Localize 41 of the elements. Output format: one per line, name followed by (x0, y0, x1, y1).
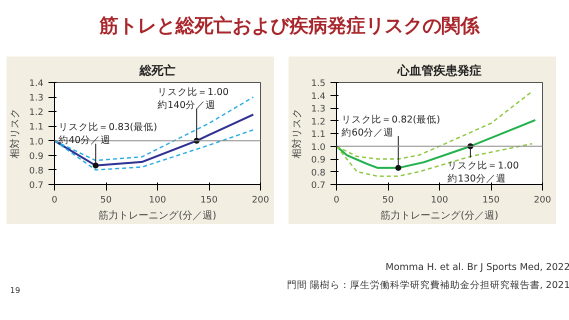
y-tick-label: 0.7 (29, 181, 44, 191)
y-axis-title: 相対リスク (291, 108, 304, 158)
x-tick-label: 200 (534, 196, 552, 206)
y-tick-label: 1.2 (29, 108, 44, 118)
x-tick-label: 200 (252, 196, 270, 206)
x-axis-title: 筋力トレーニング(分／週) (98, 210, 216, 222)
y-tick-label: 1.0 (311, 142, 326, 153)
y-tick-label: 1.1 (311, 130, 326, 140)
y-axis-title: 相対リスク (9, 108, 22, 158)
y-tick-label: 0.9 (311, 156, 326, 166)
x-tick-label: 150 (482, 196, 500, 206)
y-tick-label: 0.8 (311, 168, 326, 178)
annotation: リスク比＝1.00 約140分／週 (158, 86, 229, 112)
x-tick-label: 100 (430, 196, 448, 206)
annotation: リスク比＝0.82(最低) 約60分／週 (342, 113, 440, 139)
x-tick-label: 150 (200, 196, 218, 206)
y-tick-label: 0.8 (29, 166, 44, 176)
y-tick-label: 1.4 (311, 92, 326, 102)
x-tick-label: 50 (100, 196, 112, 206)
x-tick-label: 0 (52, 196, 58, 206)
text: 19 (10, 285, 20, 296)
chart-title: 総死亡 (138, 64, 176, 78)
y-tick-label: 1.3 (29, 94, 44, 104)
annotation: リスク比＝1.00 約130分／週 (448, 159, 519, 184)
y-tick-label: 0.7 (311, 181, 326, 191)
x-tick-label: 0 (334, 196, 340, 206)
y-tick-label: 1.4 (29, 79, 44, 89)
y-tick-label: 1.0 (29, 137, 44, 148)
y-tick-label: 1.2 (311, 117, 326, 128)
chart-title: 心血管疾患発症 (396, 64, 482, 78)
y-tick-label: 1.1 (29, 122, 44, 133)
x-tick-label: 50 (382, 196, 394, 206)
x-axis-title: 筋力トレーニング(分／週) (380, 210, 498, 222)
y-tick-label: 1.5 (311, 79, 326, 89)
text: 筋トレと総死亡および疾病発症リスクの関係 (100, 14, 480, 39)
x-tick-label: 100 (148, 196, 166, 206)
annotation: リスク比＝0.83(最低) 約40分／週 (58, 120, 158, 146)
text: 門間 陽樹ら：厚生労働科学研究費補助金分担研究報告書, 2021 (286, 280, 569, 292)
y-tick-label: 1.3 (311, 104, 326, 114)
y-tick-label: 0.9 (29, 152, 44, 162)
text: Momma H. et al. Br J Sports Med, 2022 (386, 262, 569, 273)
